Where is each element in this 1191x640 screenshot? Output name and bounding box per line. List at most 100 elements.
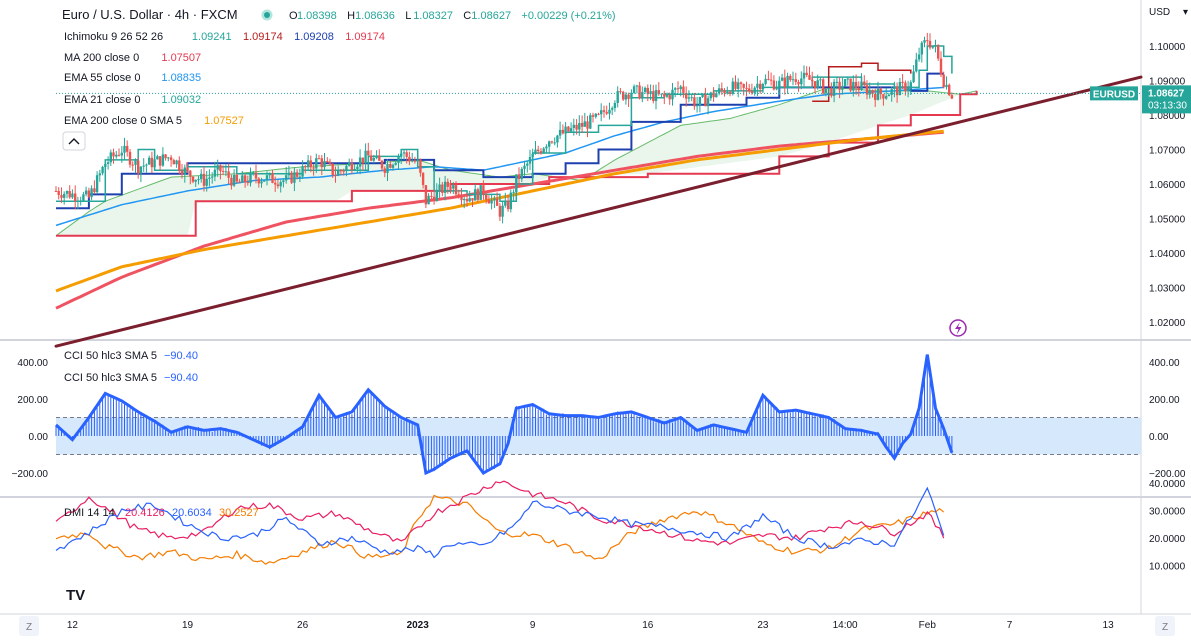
candle-body — [438, 184, 441, 190]
candle-body — [493, 198, 496, 201]
candle-body — [301, 166, 304, 177]
candle-body — [800, 78, 803, 85]
cci-axis-right[interactable]: 400.00 200.00 0.00 −200.00 — [1149, 358, 1186, 480]
candle-body — [402, 152, 406, 154]
candle-body — [657, 90, 660, 95]
candle-body — [632, 86, 636, 93]
candle-body — [660, 93, 663, 95]
candle-body — [876, 88, 880, 100]
candle-body — [454, 185, 458, 195]
candle-body — [383, 168, 386, 173]
candle-body — [874, 93, 877, 100]
candle-body — [219, 165, 222, 172]
candle-body — [630, 92, 633, 99]
chevron-up-icon — [68, 138, 80, 145]
candle-body — [791, 79, 795, 81]
candle-body — [556, 135, 559, 143]
candle-body — [411, 160, 414, 162]
candle-body — [863, 81, 866, 86]
candle-body — [397, 156, 400, 163]
candle-body — [928, 40, 932, 48]
candle-body — [942, 74, 945, 88]
candle-body — [643, 87, 647, 92]
candle-body — [400, 153, 403, 157]
candle-body — [337, 170, 340, 176]
candle-body — [323, 160, 326, 168]
candle-body — [430, 195, 433, 197]
candle-body — [106, 162, 110, 164]
candle-body — [76, 200, 80, 202]
candle-body — [186, 167, 189, 171]
candle-body — [769, 79, 773, 81]
candle-body — [260, 181, 263, 184]
currency-dropdown-icon[interactable]: ▾ — [1183, 7, 1188, 18]
tradingview-logo[interactable]: TV — [62, 584, 90, 604]
market-status-icon[interactable] — [261, 9, 273, 21]
chart-title[interactable]: Euro / U.S. Dollar · 4h · FXCM — [62, 7, 238, 22]
candle-body — [893, 86, 896, 89]
candle-body — [622, 91, 625, 100]
candle-body — [906, 88, 910, 92]
candle-body — [654, 90, 658, 101]
zoom-left-button[interactable]: Z — [19, 616, 39, 636]
candle-body — [79, 200, 82, 202]
candle-body — [268, 173, 271, 176]
candle-body — [805, 72, 808, 76]
candle-body — [813, 81, 817, 89]
zoom-right-button[interactable]: Z — [1155, 616, 1175, 636]
candle-body — [490, 200, 493, 204]
candle-body — [520, 168, 523, 180]
svg-text:TV: TV — [66, 587, 85, 604]
candle-body — [216, 165, 219, 170]
countdown-label: 03:13:30 — [1148, 100, 1187, 111]
currency-label[interactable]: USD — [1149, 7, 1170, 18]
candle-body — [460, 196, 463, 201]
time-axis[interactable]: 12 19 26 2023 9 16 23 14:00 Feb 7 13 — [67, 620, 1114, 631]
cci-legend-1[interactable]: CCI 50 hlc3 SMA 5 — [64, 350, 157, 362]
candle-body — [564, 126, 567, 134]
candle-body — [238, 181, 241, 183]
cci-tick-left: 400.00 — [17, 358, 48, 369]
cci-legend-2[interactable]: CCI 50 hlc3 SMA 5 — [64, 372, 157, 384]
candle-body — [756, 83, 759, 88]
dmi-lines — [55, 480, 945, 565]
candle-body — [123, 145, 126, 153]
candle-body — [213, 169, 217, 177]
candle-body — [71, 193, 74, 198]
collapse-legend-button[interactable] — [62, 131, 86, 151]
ohlc-value: +0.00229 (+0.21%) — [521, 10, 615, 22]
price-tick-label: 1.08000 — [1149, 111, 1186, 122]
indicator-name: EMA 200 close 0 SMA 5 — [64, 115, 182, 127]
price-tick-label: 1.02000 — [1149, 318, 1186, 329]
candle-body — [290, 172, 293, 183]
price-axis-ticks[interactable]: 1.10000 1.09000 1.08000 1.07000 1.06000 1.050… — [1149, 42, 1186, 329]
candle-body — [728, 91, 732, 94]
dmi-tick-label: 30.0000 — [1149, 507, 1186, 518]
candle-body — [443, 181, 447, 193]
candle-body — [849, 78, 852, 91]
lightning-event-icon[interactable] — [949, 319, 967, 337]
candle-body — [279, 182, 282, 187]
candlesticks[interactable] — [54, 32, 954, 224]
price-tick-label: 1.04000 — [1149, 249, 1186, 260]
indicator-value: 1.09174 — [243, 31, 283, 43]
dmi-plus-value: 20.4126 — [125, 507, 165, 519]
candle-body — [98, 173, 101, 176]
indicator-legend[interactable]: Ichimoku 9 26 52 26 1.09241 1.09174 1.09208… — [64, 31, 385, 127]
dmi-axis[interactable]: 40.0000 30.0000 20.0000 10.0000 — [1149, 479, 1186, 573]
candle-body — [334, 174, 337, 176]
ohlc-value: 1.08327 — [413, 10, 453, 22]
candle-body — [904, 82, 907, 92]
candle-body — [104, 164, 107, 167]
candle-body — [586, 121, 589, 129]
candle-body — [208, 177, 211, 179]
candle-body — [537, 149, 540, 152]
candle-body — [394, 162, 397, 165]
dmi-legend[interactable]: DMI 14 14 — [64, 507, 115, 519]
candle-body — [701, 94, 704, 97]
candle-body — [194, 179, 197, 182]
candle-body — [898, 81, 902, 96]
trendline[interactable] — [54, 75, 1143, 348]
candle-body — [679, 86, 682, 90]
